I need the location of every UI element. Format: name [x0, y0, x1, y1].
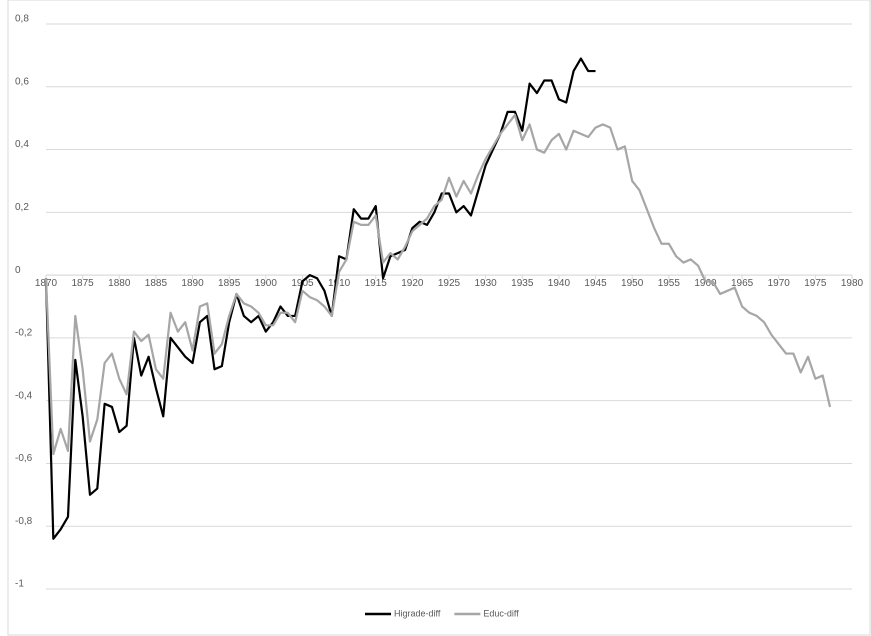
- y-tick-label: -0,6: [15, 453, 33, 464]
- x-tick-label: 1920: [401, 278, 424, 289]
- x-tick-label: 1970: [768, 278, 791, 289]
- x-tick-label: 1965: [731, 278, 754, 289]
- x-tick-label: 1930: [475, 278, 498, 289]
- legend-label: Educ-diff: [483, 608, 519, 618]
- y-tick-label: -0,4: [15, 390, 33, 401]
- x-tick-label: 1880: [108, 278, 131, 289]
- x-tick-label: 1885: [145, 278, 168, 289]
- x-tick-label: 1975: [804, 278, 827, 289]
- x-tick-label: 1910: [328, 278, 351, 289]
- x-tick-label: 1890: [181, 278, 204, 289]
- x-tick-label: 1915: [365, 278, 388, 289]
- x-tick-label: 1980: [841, 278, 864, 289]
- y-tick-label: -0,8: [15, 516, 33, 527]
- y-tick-label: 0,8: [15, 14, 29, 25]
- y-tick-label: -0,2: [15, 328, 33, 339]
- x-tick-label: 1960: [694, 278, 717, 289]
- x-tick-label: 1925: [438, 278, 461, 289]
- legend-label: Higrade-diff: [394, 608, 441, 618]
- x-tick-label: 1900: [255, 278, 278, 289]
- chart-frame: [7, 0, 871, 636]
- x-tick-label: 1955: [658, 278, 681, 289]
- data-line: [44, 57, 596, 540]
- y-tick-label: -1: [15, 579, 24, 590]
- data-line: [44, 113, 832, 456]
- x-tick-label: 1950: [621, 278, 644, 289]
- y-tick-label: 0,6: [15, 76, 29, 87]
- y-tick-label: 0: [15, 265, 21, 276]
- x-tick-label: 1945: [584, 278, 607, 289]
- x-tick-label: 1895: [218, 278, 241, 289]
- y-tick-label: 0,4: [15, 139, 29, 150]
- x-tick-label: 1875: [72, 278, 95, 289]
- x-tick-label: 1940: [548, 278, 571, 289]
- x-tick-label: 1935: [511, 278, 534, 289]
- y-tick-label: 0,2: [15, 202, 29, 213]
